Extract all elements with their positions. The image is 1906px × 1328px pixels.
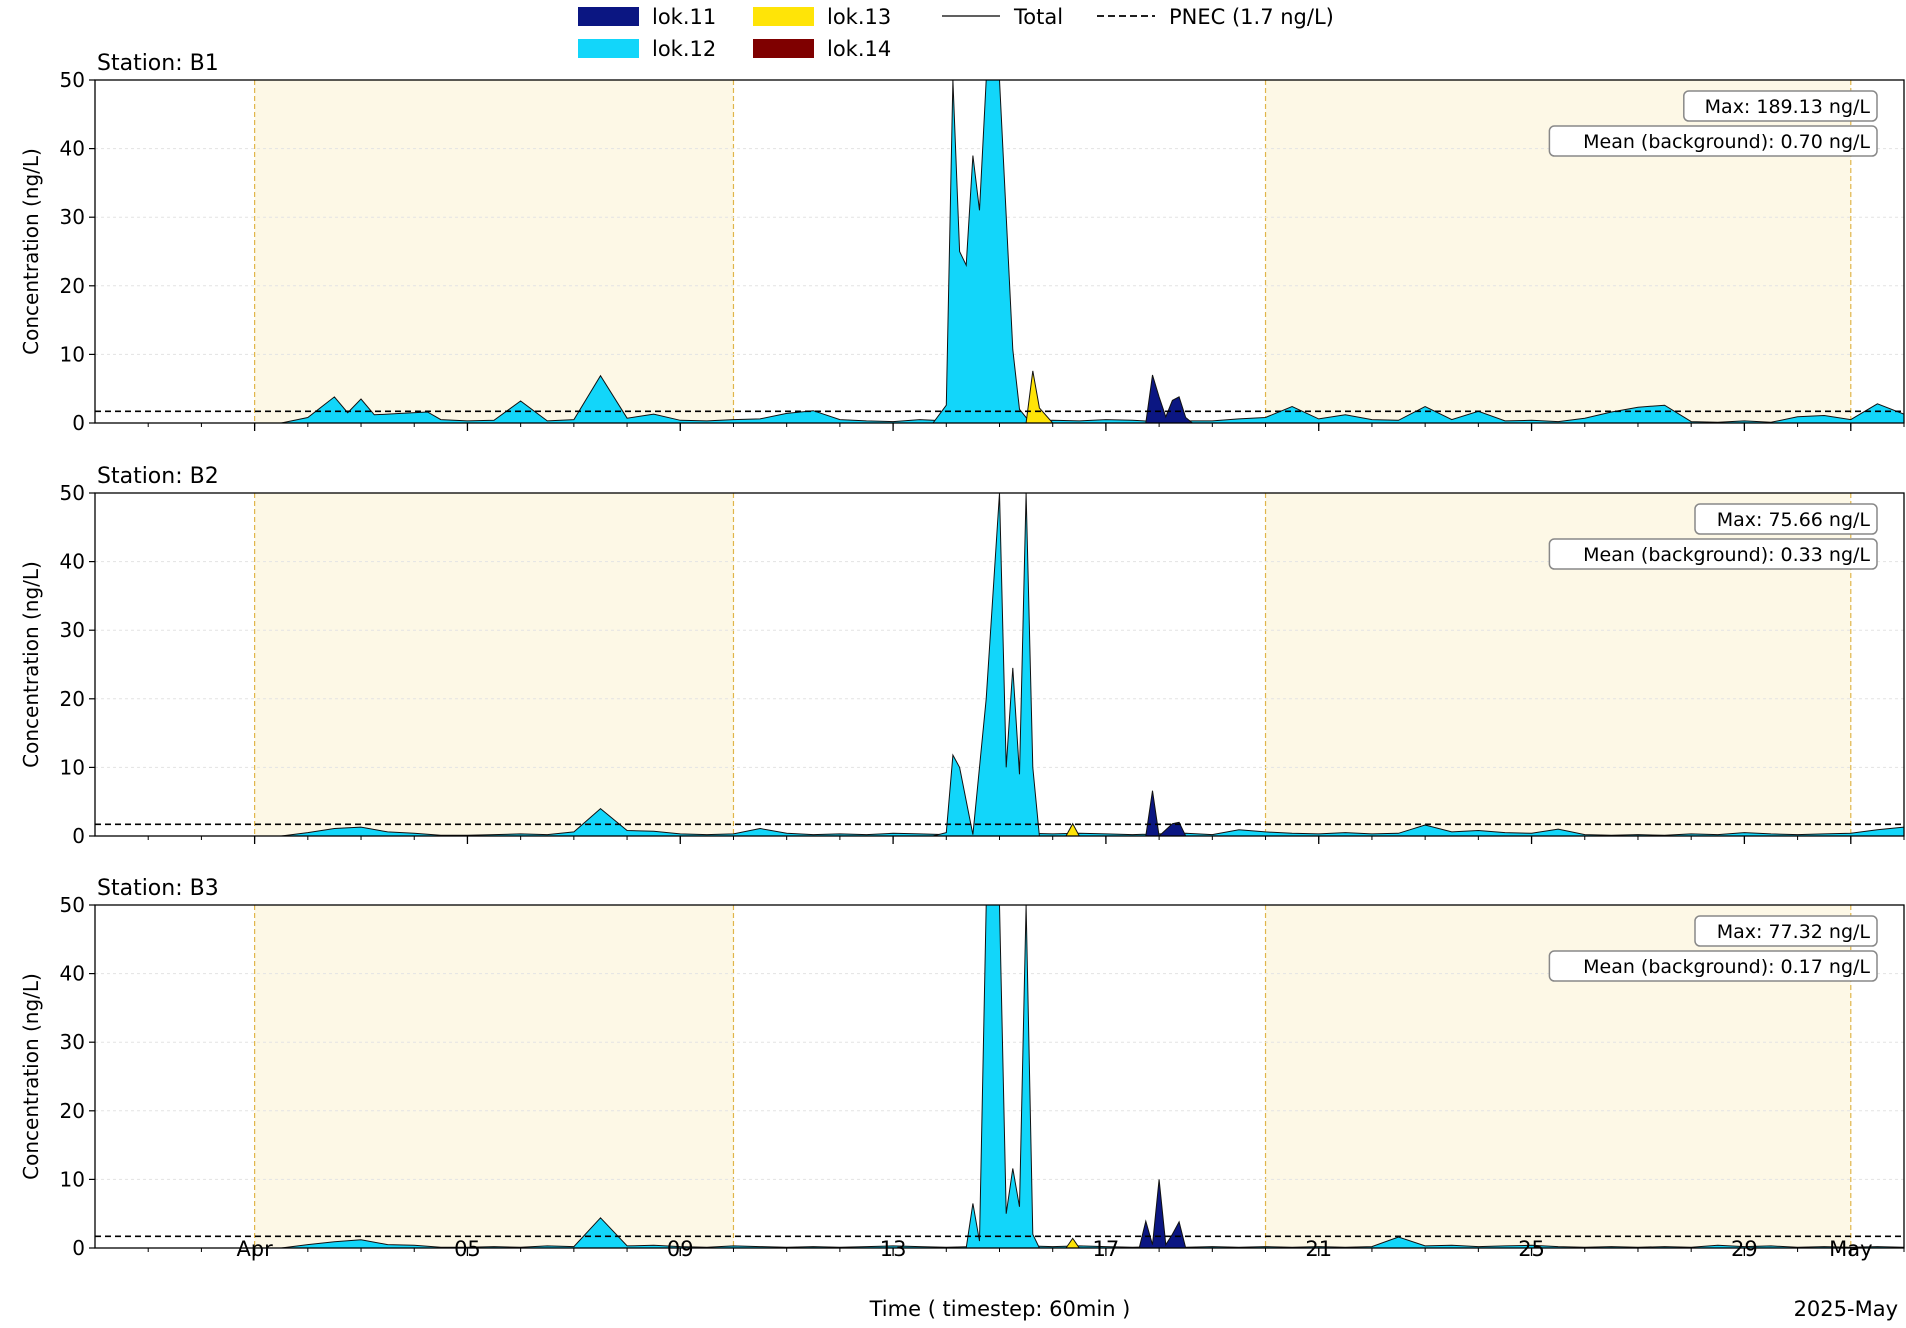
x-tick-label: Apr [236,1237,273,1261]
legend-swatch [578,39,639,58]
y-axis-label: Concentration (ng/L) [19,148,43,355]
y-tick-label: 40 [60,962,85,986]
legend-item-lok-12: lok.12 [578,37,716,61]
y-tick-label: 30 [60,618,85,642]
legend-swatch [578,7,639,26]
annotation-box [1683,90,1878,122]
series-group [281,905,1904,1248]
x-tick-label: 25 [1518,1237,1545,1261]
shaded-period [254,493,734,836]
x-ticks [147,836,1905,844]
x-axis-label: Time ( timestep: 60min ) [869,1297,1131,1321]
y-tick-label: 40 [60,137,85,161]
panel-station-1: 0 10 20 30 40 50 Station: B1 Concentration (ng/… [19,51,1905,435]
x-tick-label: 05 [454,1237,481,1261]
annotation-box [1694,503,1878,535]
y-axis-label: Concentration (ng/L) [19,561,43,768]
total-line-segment [1065,1237,1080,1248]
annotation-box [1694,915,1878,947]
shaded-period [254,80,734,423]
mean-annotation: Mean (background): 0.33 ng/L [1583,544,1870,566]
y-tick-label: 30 [60,1030,85,1054]
panel-station-2: 0 10 20 30 40 50 Station: B2 Concentration (ng/… [19,464,1905,848]
legend-item-lok-13: lok.13 [753,5,891,29]
y-tick-label: 50 [60,68,85,92]
shaded-period [254,905,734,1248]
y-tick-label: 10 [60,342,85,366]
chart-panels: 0 10 20 30 40 50 Station: B1 Concentration (ng/… [19,51,1905,1260]
legend-item-lok-11: lok.11 [578,5,716,29]
legend-swatch [753,7,814,26]
area-lok-13 [1066,1238,1080,1248]
y-tick-label: 50 [60,481,85,505]
area-lok-12 [281,1217,1904,1248]
y-tick-label: 0 [72,1236,85,1260]
mean-annotation: Mean (background): 0.17 ng/L [1583,956,1870,978]
y-tick-label: 40 [60,550,85,574]
mean-annotation: Mean (background): 0.70 ng/L [1583,131,1870,153]
area-lok-12-event [933,80,1033,423]
legend-label: Total [1013,5,1063,29]
total-line-segment [1138,1179,1187,1248]
panel-title: Station: B1 [97,51,219,76]
legend-item-total: Total [942,5,1063,29]
total-line-segment [1145,374,1193,423]
legend-label: lok.11 [652,5,716,29]
y-tick-label: 20 [60,274,85,298]
area-lok-13 [1026,370,1053,423]
y-tick-label: 10 [60,755,85,779]
max-annotation: Max: 189.13 ng/L [1705,96,1871,118]
y-tick-label: 10 [60,1167,85,1191]
panel-title: Station: B3 [97,876,219,901]
legend-item-lok-14: lok.14 [753,37,891,61]
total-line-segment [281,1217,1904,1248]
total-line-segment [281,807,1904,836]
max-annotation: Max: 75.66 ng/L [1717,509,1871,531]
x-ticks [147,1248,1905,1256]
area-lok-12 [281,375,1904,423]
legend-label: PNEC (1.7 ng/L) [1169,5,1334,29]
y-tick-label: 30 [60,205,85,229]
max-annotation: Max: 77.32 ng/L [1717,921,1871,943]
legend-item-pnec-1-7-ng-l: PNEC (1.7 ng/L) [1097,5,1334,29]
area-lok-13 [1066,823,1080,836]
annotation-box [1548,125,1878,157]
x-axis: Apr 05 09 13 17 21 25 29 May Time ( timestep: 60m… [236,1237,1898,1321]
y-axis-label: Concentration (ng/L) [19,973,43,1180]
annotation-box [1548,950,1878,982]
area-lok-12-event [933,493,1040,836]
x-ticks [147,423,1905,431]
x-year-label: 2025-May [1794,1297,1898,1321]
x-tick-label: 13 [880,1237,907,1261]
x-tick-label: 17 [1093,1237,1120,1261]
y-tick-label: 20 [60,1099,85,1123]
x-tick-label: 21 [1305,1237,1332,1261]
panel-title: Station: B2 [97,464,219,489]
legend-label: lok.12 [652,37,716,61]
y-tick-label: 0 [72,824,85,848]
total-line-segment [1065,822,1080,836]
annotation-box [1548,538,1878,570]
total-line-segment [932,80,1034,423]
y-tick-label: 20 [60,687,85,711]
total-line-segment [1025,370,1054,423]
total-line-segment [965,905,1040,1248]
legend-swatch [753,39,814,58]
y-tick-label: 50 [60,893,85,917]
x-tick-label: 09 [667,1237,694,1261]
total-line-segment [932,493,1040,836]
y-tick-label: 0 [72,411,85,435]
legend: lok.11 lok.13 Total PNEC (1.7 ng/L) lok.12 lo… [578,5,1334,61]
legend-label: lok.14 [827,37,891,61]
legend-label: lok.13 [827,5,891,29]
x-tick-label: 29 [1731,1237,1758,1261]
panel-station-3: 0 10 20 30 40 50 Station: B3 Concentration (ng/… [19,876,1905,1260]
x-tick-label: May [1829,1237,1872,1261]
